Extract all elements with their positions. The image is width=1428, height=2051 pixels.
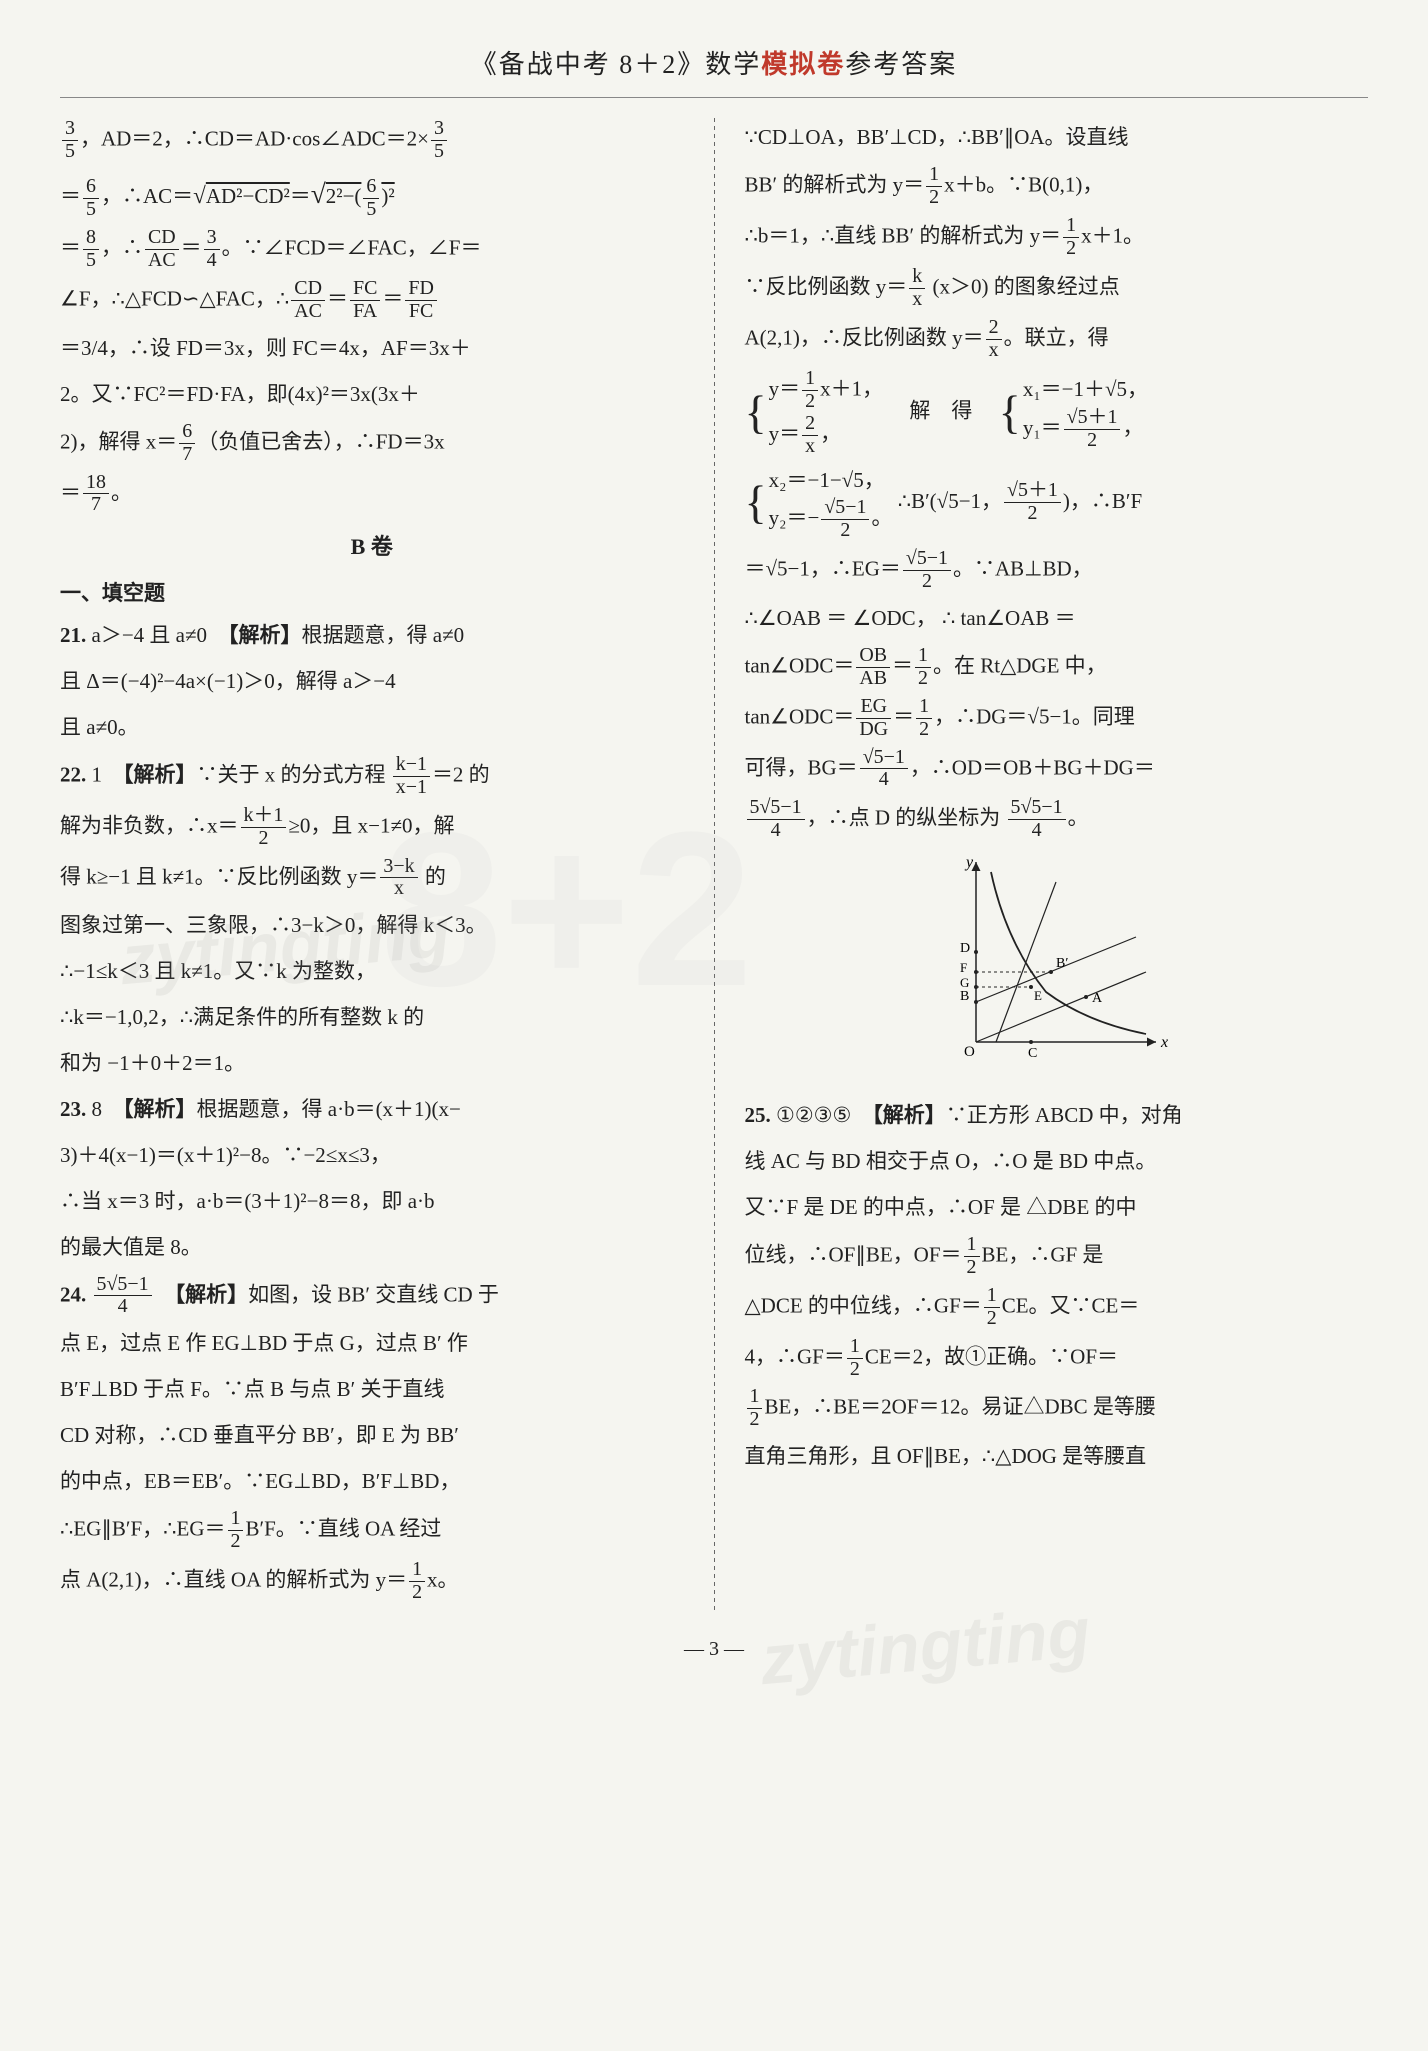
- q22-b4: 图象过第一、三象限，∴3−k＞0，解得 k＜3。: [60, 906, 684, 946]
- q25-b7: 12BE，∴BE＝2OF＝12。易证△DBC 是等腰: [745, 1386, 1369, 1431]
- svg-text:O: O: [964, 1044, 975, 1060]
- header-post: 》数学: [677, 50, 761, 79]
- right-p2: BB′ 的解析式为 y＝12x＋b。∵B(0,1)，: [745, 164, 1369, 209]
- q23-tag: 【解析】: [123, 1097, 197, 1121]
- q25-b4: 位线，∴OF∥BE，OF＝12BE，∴GF 是: [745, 1234, 1369, 1279]
- left-column: 35，AD＝2，∴CD＝AD·cos∠ADC＝2×35 ＝65，∴AC＝√AD²…: [60, 118, 684, 1609]
- q24-b1: 如图，设 BB′ 交直线 CD 于: [248, 1282, 499, 1306]
- q24-b7: 点 A(2,1)，∴直线 OA 的解析式为 y＝12x。: [60, 1559, 684, 1604]
- svg-text:D: D: [960, 941, 970, 956]
- left-p8: ＝187。: [60, 472, 684, 517]
- q25-num: 25.: [745, 1103, 771, 1127]
- q23-ans: 8: [92, 1097, 103, 1121]
- svg-text:G: G: [960, 975, 969, 990]
- q23: 23. 8 【解析】根据题意，得 a·b＝(x＋1)(x−: [60, 1090, 684, 1130]
- right-p7: ＝√5−1，∴EG＝√5−12。∵AB⊥BD，: [745, 548, 1369, 593]
- right-p12: 5√5−14，∴点 D 的纵坐标为 5√5−14。: [745, 797, 1369, 842]
- right-p9: tan∠ODC＝OBAB＝12。在 Rt△DGE 中，: [745, 645, 1369, 690]
- header-pre: 《备战中考: [471, 50, 620, 79]
- header-formula: 8＋2: [619, 50, 677, 79]
- right-p4: ∵反比例函数 y＝kx (x＞0) 的图象经过点: [745, 266, 1369, 311]
- fill-blank-title: 一、填空题: [60, 574, 684, 614]
- q23-b2: 3)＋4(x−1)＝(x＋1)²−8。∵−2≤x≤3，: [60, 1136, 684, 1176]
- q25-b3: 又∵F 是 DE 的中点，∴OF 是 △DBE 的中: [745, 1188, 1369, 1228]
- q24-b5: 的中点，EB＝EB′。∵EG⊥BD，B′F⊥BD，: [60, 1462, 684, 1502]
- right-p11: 可得，BG＝√5−14，∴OD＝OB＋BG＋DG＝: [745, 747, 1369, 792]
- right-p5: A(2,1)，∴反比例函数 y＝2x。联立，得: [745, 317, 1369, 362]
- system-2: { x₂＝−1−√5， y₂＝−√5−12。 ∴B′(√5−1，√5＋12)，∴…: [745, 464, 1369, 542]
- system-1: { y＝12x＋1， y＝2x， 解 得 { x₁＝−1＋√5， y₁＝√5＋1…: [745, 368, 1369, 458]
- left-p7: 2)，解得 x＝67（负值已舍去），∴FD＝3x: [60, 421, 684, 466]
- header-suffix: 参考答案: [845, 50, 957, 79]
- q21: 21. a＞−4 且 a≠0 【解析】根据题意，得 a≠0: [60, 616, 684, 656]
- section-b-title: B 卷: [60, 526, 684, 568]
- q22-b2: 解为非负数，∴x＝k＋12≥0，且 x−1≠0，解: [60, 805, 684, 850]
- q22-tag: 【解析】: [123, 762, 197, 786]
- left-p1: 35，AD＝2，∴CD＝AD·cos∠ADC＝2×35: [60, 118, 684, 163]
- q24-b3: B′F⊥BD 于点 F。∵点 B 与点 B′ 关于直线: [60, 1370, 684, 1410]
- q21-b3: 且 a≠0。: [60, 708, 684, 748]
- header-red: 模拟卷: [761, 50, 845, 79]
- right-p10: tan∠ODC＝EGDG＝12，∴DG＝√5−1。同理: [745, 696, 1369, 741]
- sys2-l1: x₂＝−1−√5，: [769, 464, 893, 498]
- right-p3: ∴b＝1，∴直线 BB′ 的解析式为 y＝12x＋1。: [745, 215, 1369, 260]
- q25-b2: 线 AC 与 BD 相交于点 O，∴O 是 BD 中点。: [745, 1142, 1369, 1182]
- q23-num: 23.: [60, 1097, 86, 1121]
- q21-b2: 且 Δ＝(−4)²−4a×(−1)＞0，解得 a＞−4: [60, 662, 684, 702]
- q23-b1: 根据题意，得 a·b＝(x＋1)(x−: [197, 1097, 461, 1121]
- two-column-layout: 35，AD＝2，∴CD＝AD·cos∠ADC＝2×35 ＝65，∴AC＝√AD²…: [60, 118, 1368, 1609]
- q22-b5: ∴−1≤k＜3 且 k≠1。又∵k 为整数，: [60, 952, 684, 992]
- q22-num: 22.: [60, 762, 86, 786]
- sys-mid: 解 得: [909, 398, 972, 422]
- q24-b4: CD 对称，∴CD 垂直平分 BB′，即 E 为 BB′: [60, 1416, 684, 1456]
- svg-text:B: B: [960, 989, 969, 1004]
- column-divider: [714, 118, 715, 1609]
- svg-text:B′: B′: [1056, 956, 1068, 971]
- svg-text:F: F: [960, 960, 967, 975]
- right-column: ∵CD⊥OA，BB′⊥CD，∴BB′∥OA。设直线 BB′ 的解析式为 y＝12…: [745, 118, 1369, 1609]
- page-header: 《备战中考 8＋2》数学模拟卷参考答案: [60, 40, 1368, 98]
- q23-b3: ∴当 x＝3 时，a·b＝(3＋1)²−8＝8，即 a·b: [60, 1182, 684, 1222]
- left-p6: 2。又∵FC²＝FD·FA，即(4x)²＝3x(3x＋: [60, 375, 684, 415]
- right-p1: ∵CD⊥OA，BB′⊥CD，∴BB′∥OA。设直线: [745, 118, 1369, 158]
- left-p5: ＝3/4，∴设 FD＝3x，则 FC＝4x，AF＝3x＋: [60, 329, 684, 369]
- left-p2: ＝65，∴AC＝√AD²−CD²＝√2²−(65)²: [60, 169, 684, 221]
- right-p8: ∴∠OAB ＝ ∠ODC， ∴ tan∠OAB ＝: [745, 599, 1369, 639]
- svg-text:x: x: [1160, 1034, 1168, 1051]
- svg-text:y: y: [964, 854, 974, 871]
- q24: 24. 5√5−14 【解析】如图，设 BB′ 交直线 CD 于: [60, 1274, 684, 1319]
- q25-ans: ①②③⑤: [776, 1103, 851, 1127]
- q23-b4: 的最大值是 8。: [60, 1228, 684, 1268]
- q25-b1: ∵正方形 ABCD 中，对角: [946, 1103, 1183, 1127]
- svg-text:A: A: [1092, 991, 1103, 1006]
- q25-tag: 【解析】: [872, 1103, 946, 1127]
- q21-b1: 根据题意，得 a≠0: [302, 623, 465, 647]
- left-p3: ＝85，∴CDAC＝34。∵∠FCD＝∠FAC，∠F＝: [60, 227, 684, 272]
- q21-tag: 【解析】: [228, 623, 302, 647]
- q25: 25. ①②③⑤ 【解析】∵正方形 ABCD 中，对角: [745, 1096, 1369, 1136]
- q22: 22. 1 【解析】∵关于 x 的分式方程 k−1x−1＝2 的: [60, 754, 684, 799]
- left-p4: ∠F，∴△FCD∽△FAC，∴CDAC＝FCFA＝FDFC: [60, 278, 684, 323]
- coordinate-diagram: x y O A B B′ E D F G C: [745, 852, 1369, 1086]
- q25-b5: △DCE 的中位线，∴GF＝12CE。又∵CE＝: [745, 1285, 1369, 1330]
- q21-ans: a＞−4 且 a≠0: [92, 623, 208, 647]
- svg-text:C: C: [1028, 1046, 1037, 1061]
- sys1-r1: x₁＝−1＋√5，: [1023, 373, 1148, 407]
- q25-b8: 直角三角形，且 OF∥BE，∴△DOG 是等腰直: [745, 1437, 1369, 1477]
- q24-tag: 【解析】: [175, 1282, 249, 1306]
- page-number: — 3 —: [60, 1630, 1368, 1668]
- q22-b7: 和为 −1＋0＋2＝1。: [60, 1044, 684, 1084]
- q24-b6: ∴EG∥B′F，∴EG＝12B′F。∵直线 OA 经过: [60, 1508, 684, 1553]
- q25-b6: 4，∴GF＝12CE＝2，故①正确。∵OF＝: [745, 1336, 1369, 1381]
- q22-ans: 1: [92, 762, 103, 786]
- q24-b2: 点 E，过点 E 作 EG⊥BD 于点 G，过点 B′ 作: [60, 1324, 684, 1364]
- q22-b6: ∴k＝−1,0,2，∴满足条件的所有整数 k 的: [60, 998, 684, 1038]
- svg-text:E: E: [1034, 988, 1042, 1003]
- q22-b3: 得 k≥−1 且 k≠1。∵反比例函数 y＝3−kx 的: [60, 856, 684, 901]
- q21-num: 21.: [60, 623, 86, 647]
- q24-num: 24.: [60, 1282, 86, 1306]
